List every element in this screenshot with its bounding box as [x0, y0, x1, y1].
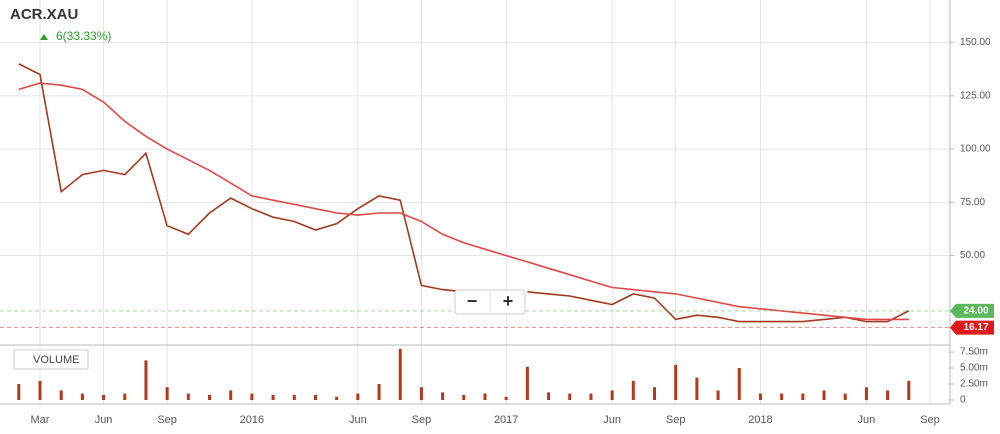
zoom-out-button[interactable]: −: [467, 291, 478, 311]
volume-bar: [419, 387, 423, 400]
marks: [0, 63, 950, 400]
price-line: [18, 82, 909, 321]
price-tag: [950, 320, 994, 335]
volume-bar: [483, 393, 487, 400]
y-tick-label: 150.00: [960, 37, 991, 48]
y-tick-label: 2.50m: [960, 379, 988, 390]
y-tick-label: 100.00: [960, 144, 991, 155]
volume-bar: [335, 396, 339, 400]
x-tick-label: Mar: [31, 414, 50, 426]
volume-label-box: [13, 349, 89, 370]
volume-bar: [356, 393, 360, 400]
volume-bar: [547, 392, 551, 400]
change-text: 6(33.33%): [56, 29, 111, 43]
x-tick-label: Jun: [603, 414, 621, 426]
volume-bar: [907, 380, 911, 400]
y-tick-label: 75.00: [960, 197, 985, 208]
volume-bar: [886, 390, 890, 400]
volume-bar: [653, 387, 657, 400]
volume-bar: [780, 393, 784, 400]
volume-bar: [843, 393, 847, 400]
volume-bar: [313, 394, 317, 400]
volume-bar: [165, 387, 169, 400]
volume-bar: [186, 393, 190, 400]
volume-bar: [398, 348, 402, 400]
x-tick-label: 2018: [748, 414, 772, 426]
grid: [0, 0, 950, 404]
volume-bar: [441, 392, 445, 400]
volume-bar: [208, 394, 212, 400]
volume-bar: [631, 380, 635, 400]
volume-bar: [80, 393, 84, 400]
volume-bar: [462, 394, 466, 400]
y-tick-label: 50.00: [960, 250, 985, 261]
volume-bar: [504, 396, 508, 400]
x-tick-label: Sep: [412, 414, 432, 426]
volume-bar: [59, 390, 63, 400]
volume-bar: [674, 364, 678, 400]
x-tick-label: 2016: [240, 414, 264, 426]
x-tick-label: Sep: [920, 414, 940, 426]
volume-bar: [822, 390, 826, 400]
x-tick-label: 2017: [494, 414, 518, 426]
zoom-in-button[interactable]: +: [503, 291, 514, 311]
price-line: [18, 63, 464, 293]
volume-bar: [38, 380, 42, 400]
volume-bar: [144, 360, 148, 400]
volume-bar: [525, 366, 529, 400]
volume-bar: [229, 390, 233, 400]
x-tick-label: Sep: [666, 414, 686, 426]
up-arrow-icon: [40, 34, 48, 40]
price-tag-label: 16.17: [963, 322, 988, 333]
volume-bar: [695, 377, 699, 400]
volume-bar: [568, 393, 572, 400]
volume-label: VOLUME: [33, 354, 79, 366]
volume-bar: [610, 390, 614, 400]
y-tick-label: 125.00: [960, 90, 991, 101]
volume-bar: [801, 393, 805, 400]
volume-bar: [758, 393, 762, 400]
x-tick-label: Jun: [349, 414, 367, 426]
volume-bar: [271, 394, 275, 400]
volume-bar: [102, 394, 106, 400]
volume-bar: [377, 384, 381, 400]
volume-bar: [737, 368, 741, 400]
x-tick-label: Jun: [858, 414, 876, 426]
zoom-controls: − +: [454, 289, 526, 315]
symbol-title: ACR.XAU: [10, 6, 78, 23]
price-tags: 24.00 16.17: [950, 303, 994, 335]
y-tick-label: 7.50m: [960, 347, 988, 358]
volume-bar: [250, 393, 254, 400]
price-tag: [950, 303, 994, 318]
volume-bar: [123, 393, 127, 400]
volume-bar: [589, 393, 593, 400]
volume-bar: [864, 387, 868, 400]
volume-bar: [17, 384, 21, 400]
y-tick-label: 5.00m: [960, 363, 988, 374]
x-tick-label: Sep: [157, 414, 177, 426]
x-tick-label: Jun: [95, 414, 113, 426]
y-tick-label: 0: [960, 395, 966, 406]
volume-bar: [292, 394, 296, 400]
volume-bar: [716, 390, 720, 400]
price-tag-label: 24.00: [963, 306, 988, 317]
